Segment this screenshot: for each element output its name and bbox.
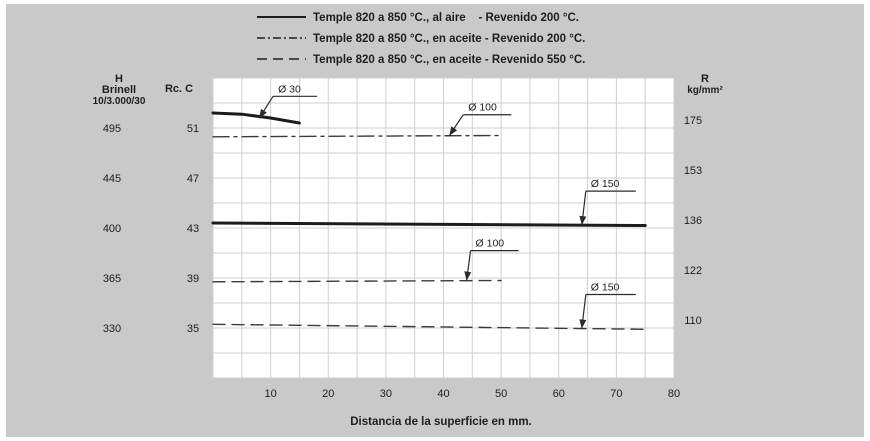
legend-text-1: Temple 820 a 850 °C., al aire - Revenido… [313, 12, 579, 24]
annotation-arrowhead [579, 215, 587, 226]
strength-header-unit: kg/mm² [687, 85, 723, 96]
x-tick-label: 20 [322, 388, 334, 400]
annotation-arrowhead [449, 126, 458, 136]
brinell-tick-label: 445 [103, 173, 121, 185]
x-tick-label: 80 [668, 388, 680, 400]
annotation-label: Ø 100 [468, 102, 497, 114]
rockwell-tick-label: 43 [187, 223, 199, 235]
series-line [211, 221, 647, 227]
rockwell-tick-label: 47 [187, 173, 199, 185]
axis-ticks: 10 20 30 40 50 60 70 80 51 495 175 47 445 153 43 400 136… [103, 115, 702, 400]
brinell-header-h: H [115, 73, 123, 85]
strength-tick-label: 122 [684, 265, 702, 277]
brinell-header-name: Brinell [102, 84, 136, 96]
legend-text-3: Temple 820 a 850 °C., en aceite - Reveni… [313, 54, 585, 66]
strength-tick-label: 136 [684, 215, 702, 227]
annotation-label: Ø 100 [476, 238, 505, 250]
annotation-arrowhead [464, 271, 472, 281]
strength-header-r: R [701, 73, 709, 85]
x-tick-label: 60 [553, 388, 565, 400]
annotation-label: Ø 150 [591, 282, 620, 294]
x-tick-label: 70 [610, 388, 622, 400]
series-line [212, 134, 502, 138]
brinell-tick-label: 330 [103, 323, 121, 335]
brinell-tick-label: 400 [103, 223, 121, 235]
plot-grid [212, 77, 675, 379]
series-line [212, 323, 646, 330]
annotation-label: Ø 150 [591, 178, 620, 190]
strength-tick-label: 153 [684, 165, 702, 177]
brinell-header-conditions: 10/3.000/30 [93, 96, 146, 107]
strength-tick-label: 110 [684, 315, 702, 327]
series-line [212, 279, 502, 283]
brinell-tick-label: 495 [103, 123, 121, 135]
annotation-arrowhead [259, 108, 267, 119]
legend: Temple 820 a 850 °C., al aire - Revenido… [257, 12, 585, 66]
rockwell-tick-label: 51 [187, 123, 199, 135]
series-annotations: Ø 30 Ø 100 Ø 150 Ø 100 Ø 150 [258, 83, 636, 329]
x-axis-label: Distancia de la superficie en mm. [350, 416, 532, 428]
rockwell-header: Rc. C [165, 83, 193, 95]
x-tick-label: 10 [265, 388, 277, 400]
brinell-tick-label: 365 [103, 273, 121, 285]
data-series [211, 111, 647, 330]
rockwell-tick-label: 35 [187, 323, 199, 335]
x-tick-label: 40 [437, 388, 449, 400]
x-tick-label: 50 [495, 388, 507, 400]
strength-tick-label: 175 [684, 115, 702, 127]
annotation-arrowhead [579, 319, 587, 329]
annotation-label: Ø 30 [278, 83, 301, 95]
x-tick-label: 30 [380, 388, 392, 400]
legend-text-2: Temple 820 a 850 °C., en aceite - Reveni… [313, 33, 585, 45]
series-line [211, 111, 301, 125]
rockwell-tick-label: 39 [187, 273, 199, 285]
